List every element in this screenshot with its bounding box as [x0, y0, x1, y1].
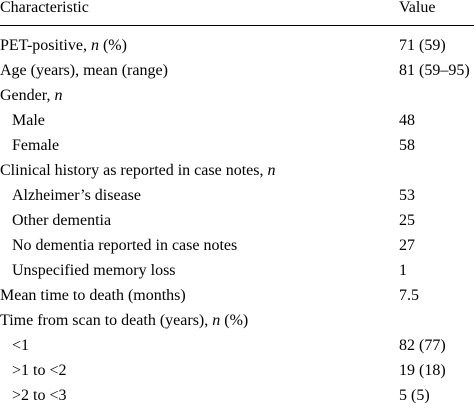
- row-label: Clinical history as reported in case not…: [0, 158, 275, 183]
- row-label: No dementia reported in case notes: [12, 233, 237, 258]
- table-row: >1 to <2 19 (18): [0, 358, 474, 383]
- header-rule: [0, 25, 474, 26]
- table-row: Other dementia 25: [0, 208, 474, 233]
- table-row: Age (years), mean (range) 81 (59–95): [0, 58, 474, 83]
- row-label-italic: n: [54, 87, 63, 104]
- row-label: Alzheimer’s disease: [12, 183, 141, 208]
- row-label: Female: [12, 133, 59, 158]
- row-label: >1 to <2: [12, 358, 67, 383]
- row-label: <1: [12, 333, 29, 358]
- row-label-text: >2 to <3: [12, 387, 67, 404]
- row-value: 25: [399, 212, 415, 229]
- row-label: Mean time to death (months): [0, 283, 186, 308]
- row-value: 58: [399, 137, 415, 154]
- row-label-text: No dementia reported in case notes: [12, 237, 238, 254]
- row-label: PET-positive, n (%): [0, 33, 127, 58]
- table-row: Clinical history as reported in case not…: [0, 158, 474, 183]
- row-label: Time from scan to death (years), n (%): [0, 308, 248, 333]
- row-label-text: Clinical history as reported in case not…: [0, 162, 268, 179]
- row-label-text: Unspecified memory loss: [12, 262, 176, 279]
- row-label-text: <1: [12, 337, 30, 354]
- row-label: Other dementia: [12, 208, 111, 233]
- header-characteristic: Characteristic: [0, 0, 89, 16]
- row-label-text: Alzheimer’s disease: [12, 187, 141, 204]
- row-value: 19 (18): [399, 362, 446, 379]
- row-value: 71 (59): [399, 37, 446, 54]
- table-row: PET-positive, n (%) 71 (59): [0, 33, 474, 58]
- table-row: <1 82 (77): [0, 333, 474, 358]
- table-row: Alzheimer’s disease 53: [0, 183, 474, 208]
- row-label-text: Mean time to death (months): [0, 287, 186, 304]
- row-label-suffix: (%): [98, 37, 127, 54]
- row-value: 7.5: [399, 287, 419, 304]
- row-label-italic: n: [90, 37, 99, 54]
- row-label-text: Female: [12, 137, 60, 154]
- row-value: 81 (59–95): [399, 62, 470, 79]
- table-row: >2 to <3 5 (5): [0, 383, 474, 408]
- row-label-text: >1 to <2: [12, 362, 67, 379]
- row-value: 27: [399, 237, 415, 254]
- row-value: 53: [399, 187, 415, 204]
- row-value: 48: [399, 112, 415, 129]
- table-row: Unspecified memory loss 1: [0, 258, 474, 283]
- row-label: Unspecified memory loss: [12, 258, 176, 283]
- row-value: 5 (5): [399, 387, 430, 404]
- row-label-text: Gender,: [0, 87, 55, 104]
- row-label-text: Age (years), mean (range): [0, 62, 168, 79]
- table-row: Gender, n: [0, 83, 474, 108]
- table-header-row: Characteristic Value: [0, 0, 474, 19]
- row-label-text: Time from scan to death (years),: [0, 312, 213, 329]
- row-label: >2 to <3: [12, 383, 67, 408]
- row-label-suffix: (%): [220, 312, 249, 329]
- row-label-italic: n: [267, 162, 276, 179]
- header-value: Value: [399, 0, 436, 16]
- row-label-text: Male: [12, 112, 45, 129]
- row-label: Male: [12, 108, 45, 133]
- table-row: Male 48: [0, 108, 474, 133]
- table-row: No dementia reported in case notes 27: [0, 233, 474, 258]
- row-label-italic: n: [212, 312, 221, 329]
- table-row: Mean time to death (months) 7.5: [0, 283, 474, 308]
- row-label-text: Other dementia: [12, 212, 112, 229]
- row-label-text: PET-positive,: [0, 37, 91, 54]
- row-label: Age (years), mean (range): [0, 58, 168, 83]
- table-row: Time from scan to death (years), n (%): [0, 308, 474, 333]
- table-row: Female 58: [0, 133, 474, 158]
- row-value: 82 (77): [399, 337, 446, 354]
- row-label: Gender, n: [0, 83, 62, 108]
- row-value: 1: [399, 262, 407, 279]
